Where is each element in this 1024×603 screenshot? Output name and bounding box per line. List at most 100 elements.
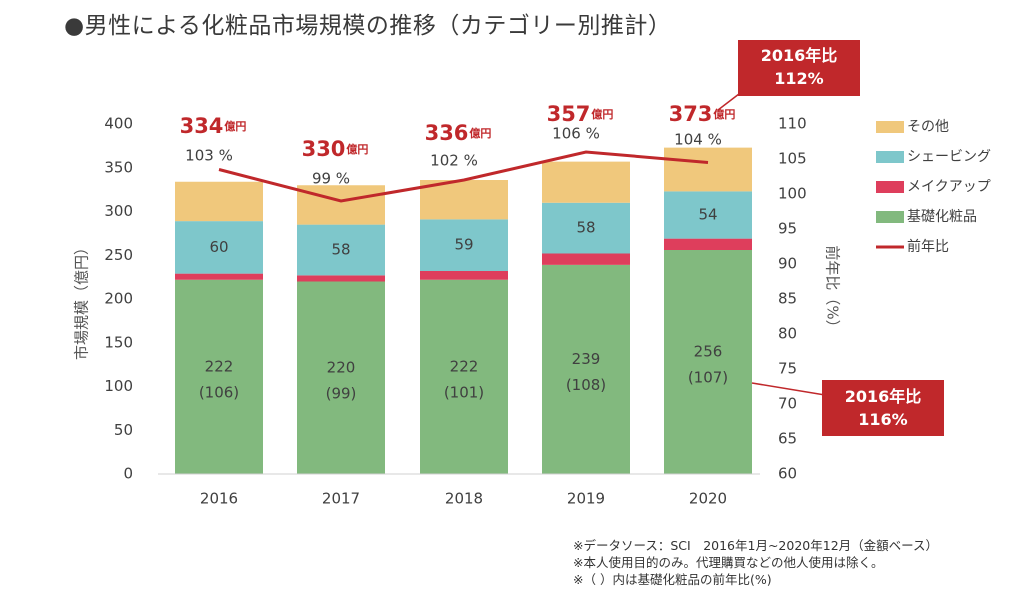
legend-label: 前年比 bbox=[907, 238, 949, 255]
legend-label: メイクアップ bbox=[907, 179, 991, 195]
bar-segment-other bbox=[664, 147, 752, 192]
y2-tick-label: 80 bbox=[778, 325, 797, 343]
yoy-label: 104 % bbox=[674, 131, 722, 149]
segment-value-label: 222 bbox=[205, 357, 234, 375]
footnote-parentheses: ※（ ）内は基礎化粧品の前年比(%) bbox=[573, 572, 772, 587]
callout-bottom-box bbox=[822, 380, 944, 436]
y-tick-label: 250 bbox=[104, 246, 133, 264]
y-axis-right: 60 65 70 75 80 85 90 95 100 105 110 bbox=[778, 115, 807, 483]
footnote-usage: ※本人使用目的のみ。代理購買などの他人使用は除く。 bbox=[573, 555, 884, 570]
yoy-label: 99 % bbox=[312, 170, 350, 188]
segment-value-label: 54 bbox=[698, 206, 717, 224]
yoy-line-layer bbox=[218, 150, 709, 203]
y2-tick-label: 70 bbox=[778, 395, 797, 413]
y-tick-label: 50 bbox=[114, 421, 133, 439]
callout-bottom-line1: 2016年比 bbox=[845, 387, 922, 406]
callout-bottom-line2: 116% bbox=[858, 410, 907, 429]
bar-segment-shaving bbox=[420, 219, 508, 271]
bar-segment-skincare bbox=[420, 279, 508, 474]
y2-tick-label: 75 bbox=[778, 360, 797, 378]
segment-value-label: 58 bbox=[331, 241, 350, 259]
y-tick-label: 0 bbox=[123, 465, 133, 483]
x-tick-label: 2018 bbox=[445, 490, 483, 508]
total-label: 357億円 bbox=[547, 102, 614, 126]
y2-axis-label: 前年比（%） bbox=[824, 245, 842, 334]
y2-tick-label: 60 bbox=[778, 465, 797, 483]
bar-segment-shaving bbox=[664, 191, 752, 239]
bar-segment-makeup bbox=[664, 238, 752, 250]
x-tick-label: 2016 bbox=[200, 490, 238, 508]
bar-segment-skincare bbox=[297, 281, 385, 474]
x-tick-label: 2020 bbox=[689, 490, 727, 508]
y-axis-label: 市場規模（億円） bbox=[73, 240, 91, 360]
segment-value-label: 256 bbox=[694, 343, 723, 361]
legend-swatch bbox=[876, 151, 904, 163]
total-label: 373億円 bbox=[669, 102, 736, 126]
y-tick-label: 350 bbox=[104, 158, 133, 176]
callout-top-box bbox=[738, 40, 860, 96]
segment-value-label: 59 bbox=[454, 236, 473, 254]
bar-segment-skincare bbox=[664, 250, 752, 474]
segment-yoy-label: (101) bbox=[444, 383, 484, 401]
bar-segment-skincare bbox=[542, 264, 630, 474]
y2-tick-label: 90 bbox=[778, 255, 797, 273]
x-tick-label: 2017 bbox=[322, 490, 360, 508]
bar-segment-makeup bbox=[420, 271, 508, 280]
y2-tick-label: 95 bbox=[778, 220, 797, 238]
bar-segment-other bbox=[542, 161, 630, 203]
x-axis: 2016 2017 2018 2019 2020 bbox=[158, 473, 760, 508]
segment-yoy-label: (107) bbox=[688, 369, 728, 387]
legend-swatch bbox=[876, 211, 904, 223]
segment-value-label: 239 bbox=[572, 350, 601, 368]
bar-segment-other bbox=[420, 180, 508, 220]
y2-tick-label: 65 bbox=[778, 430, 797, 448]
bar-segment-shaving bbox=[542, 202, 630, 254]
y-tick-label: 150 bbox=[104, 333, 133, 351]
legend-label: 基礎化粧品 bbox=[907, 208, 977, 225]
yoy-line bbox=[218, 150, 709, 203]
y-tick-label: 400 bbox=[104, 115, 133, 133]
legend-swatch bbox=[876, 121, 904, 133]
y-tick-label: 300 bbox=[104, 202, 133, 220]
yoy-label: 103 % bbox=[185, 147, 233, 165]
callout-2016-vs-2020-total: 2016年比 112% bbox=[717, 40, 860, 111]
legend-label: シェービング bbox=[907, 149, 991, 165]
bar-segment-other bbox=[175, 181, 263, 222]
bar-segment-shaving bbox=[175, 221, 263, 274]
footnotes: ※データソース：SCI 2016年1月~2020年12月（金額ベース） ※本人使… bbox=[573, 537, 938, 588]
callout-top-line2: 112% bbox=[774, 69, 823, 88]
legend-swatch bbox=[876, 181, 904, 193]
segment-value-label: 58 bbox=[576, 219, 595, 237]
callout-2016-vs-2020-skincare: 2016年比 116% bbox=[751, 380, 944, 436]
data-labels: 222 (106) 60 220 (99) 58 222 (101) 59 239 (108) 58 2… bbox=[180, 102, 736, 402]
callout-bottom-pointer bbox=[751, 382, 826, 396]
yoy-label: 106 % bbox=[552, 125, 600, 143]
footnote-source: ※データソース：SCI 2016年1月~2020年12月（金額ベース） bbox=[573, 538, 939, 553]
total-label: 336億円 bbox=[425, 121, 492, 145]
segment-yoy-label: (108) bbox=[566, 376, 606, 394]
y-axis-left: 0 50 100 150 200 250 300 350 400 bbox=[104, 115, 133, 483]
x-tick-label: 2019 bbox=[567, 490, 605, 508]
y2-tick-label: 110 bbox=[778, 115, 807, 133]
bar-stacks bbox=[175, 147, 752, 474]
bar-segment-makeup bbox=[297, 275, 385, 282]
chart-title: ●男性による化粧品市場規模の推移（カテゴリー別推計） bbox=[64, 13, 672, 39]
y-tick-label: 100 bbox=[104, 377, 133, 395]
segment-yoy-label: (106) bbox=[199, 383, 239, 401]
segment-yoy-label: (99) bbox=[326, 384, 357, 402]
callout-top-line1: 2016年比 bbox=[761, 46, 838, 65]
y2-tick-label: 100 bbox=[778, 185, 807, 203]
bar-segment-makeup bbox=[175, 273, 263, 280]
segment-value-label: 222 bbox=[450, 357, 479, 375]
total-label: 330億円 bbox=[302, 137, 369, 161]
y2-tick-label: 85 bbox=[778, 290, 797, 308]
y-tick-label: 200 bbox=[104, 290, 133, 308]
legend-label: その他 bbox=[907, 119, 949, 135]
segment-value-label: 220 bbox=[327, 358, 356, 376]
bar-segment-other bbox=[297, 185, 385, 225]
y2-tick-label: 105 bbox=[778, 150, 807, 168]
yoy-label: 102 % bbox=[430, 152, 478, 170]
bar-segment-makeup bbox=[542, 253, 630, 265]
